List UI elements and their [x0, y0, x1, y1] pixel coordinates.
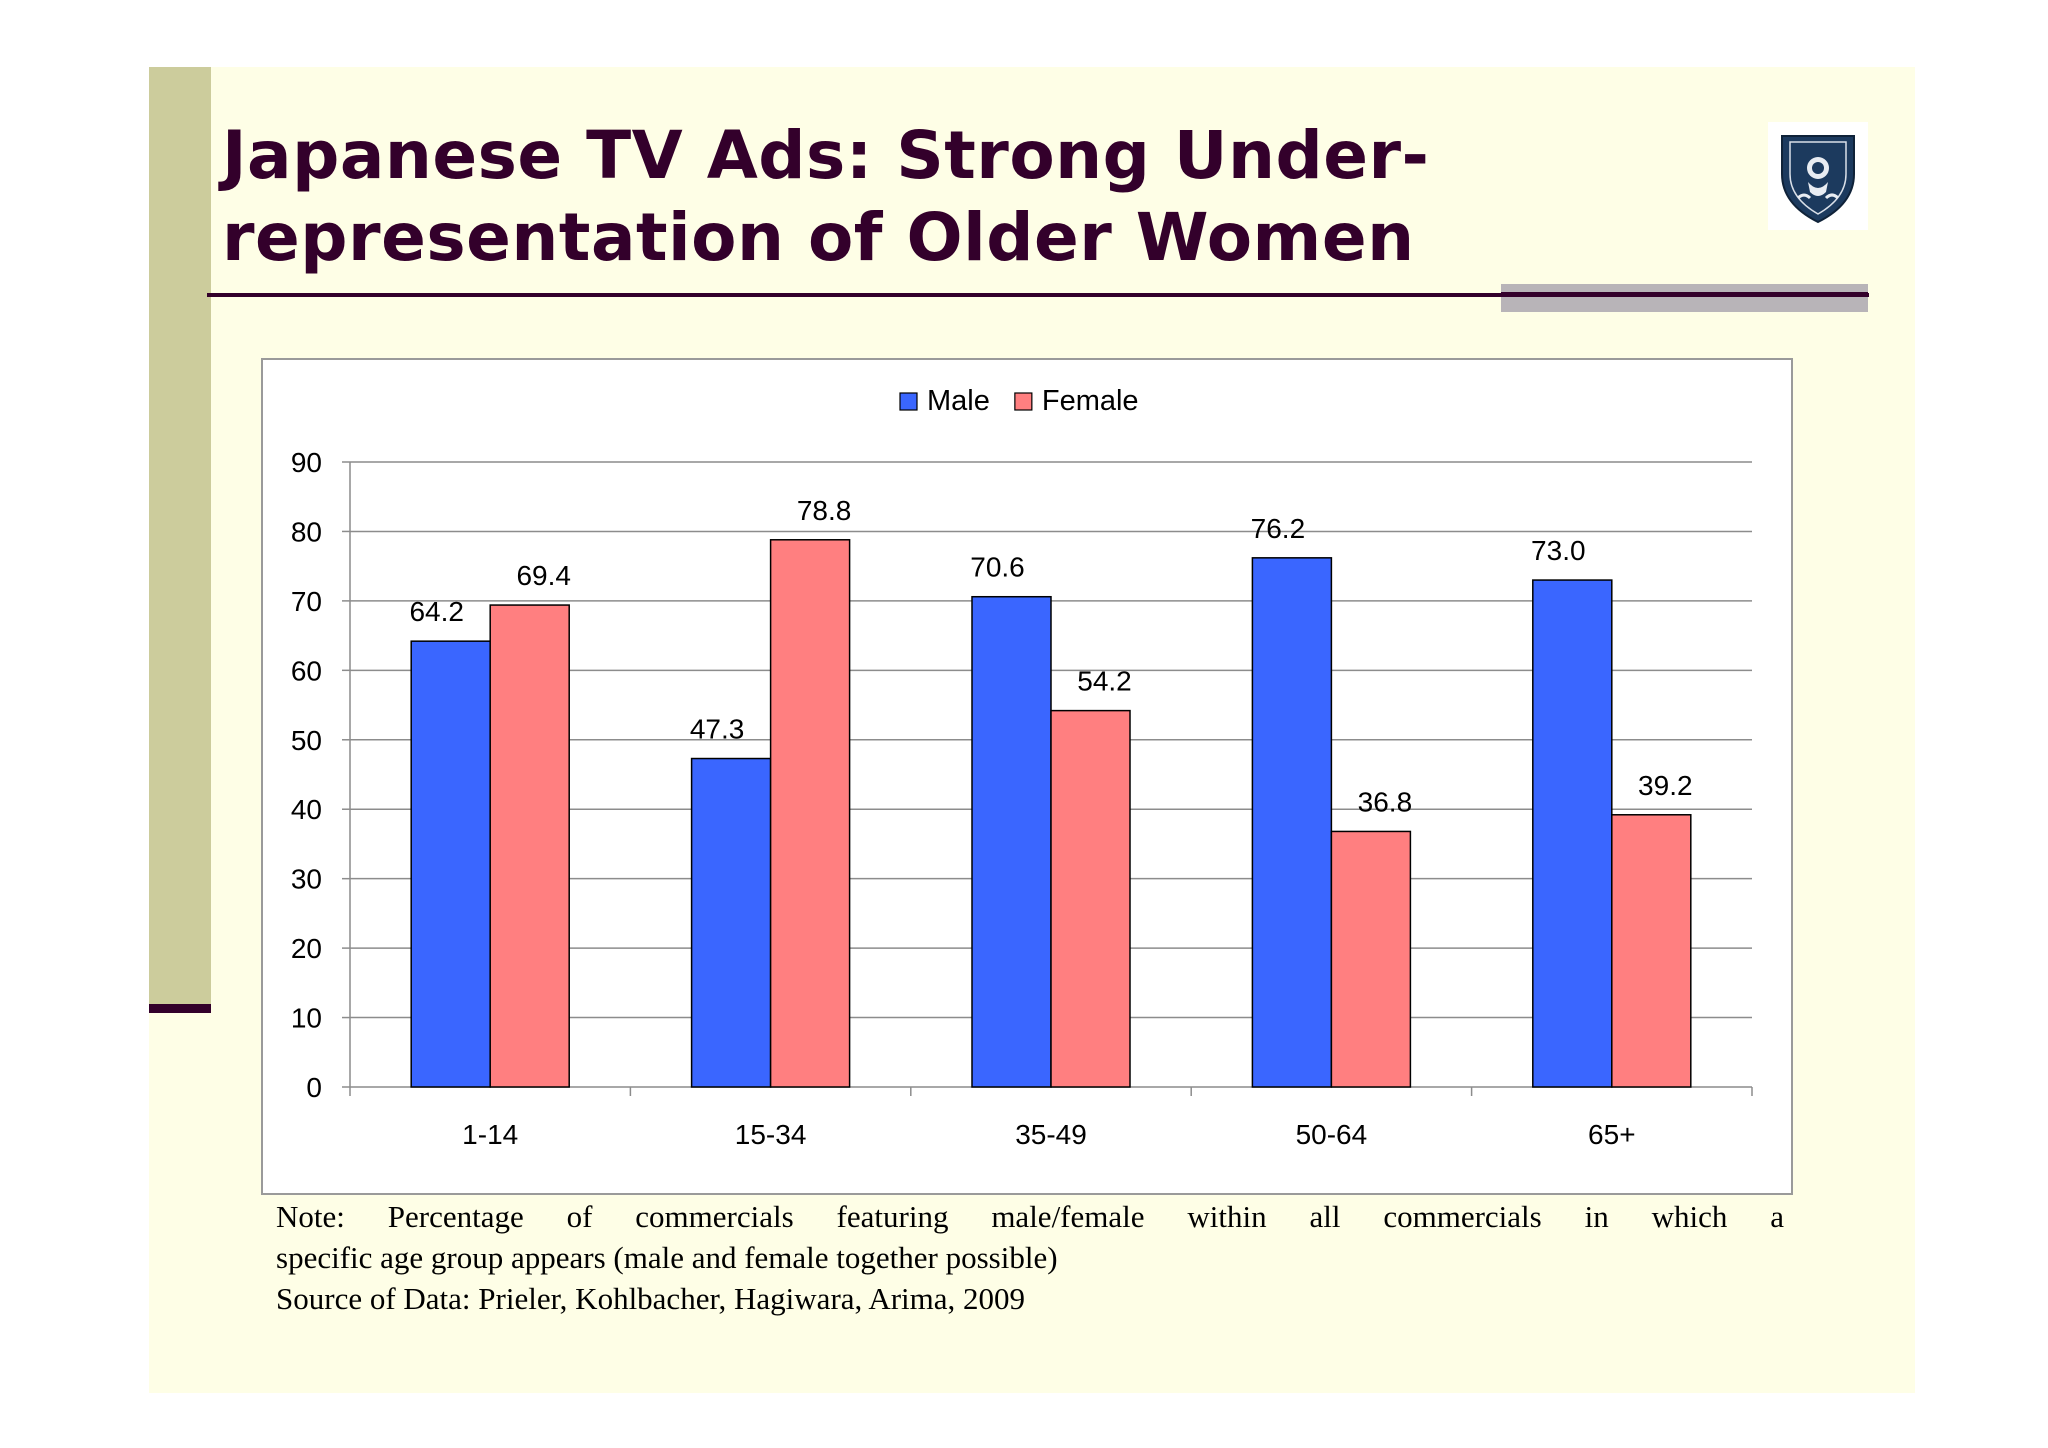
data-label-male: 70.6 [970, 552, 1025, 583]
x-tick-label: 65+ [1588, 1119, 1636, 1150]
y-tick-label: 40 [291, 794, 322, 825]
chart-frame: 0 10 20 30 40 50 60 70 80 90 1-14 64.2 69.4 15-34 47.3… [261, 358, 1793, 1195]
y-tick-label: 30 [291, 864, 322, 895]
y-tick-label: 90 [291, 447, 322, 478]
data-label-female: 78.8 [797, 495, 852, 526]
source-line: Source of Data: Prieler, Kohlbacher, Hag… [276, 1281, 1026, 1316]
title-underline-accent-line [1501, 292, 1868, 297]
data-label-female: 54.2 [1077, 666, 1132, 697]
x-tick-label: 15-34 [735, 1119, 807, 1150]
data-label-male: 73.0 [1531, 535, 1586, 566]
bar-male [410, 640, 491, 1088]
y-tick-label: 80 [291, 516, 322, 547]
y-tick-label: 0 [306, 1072, 322, 1103]
y-tick-label: 70 [291, 586, 322, 617]
sidebar-marker [149, 1004, 211, 1013]
bar-female [1330, 830, 1412, 1088]
bar-female [769, 539, 851, 1088]
bar-male [1251, 557, 1333, 1088]
title-line-1: Japanese TV Ads: Strong Under- [222, 117, 1430, 194]
data-label-female: 69.4 [516, 560, 571, 591]
bar-chart: 0 10 20 30 40 50 60 70 80 90 1-14 64.2 69.4 15-34 47.3… [291, 385, 1753, 1150]
chart-note: Note: Percentage of commercials featurin… [276, 1196, 1784, 1319]
x-tick-label: 35-49 [1015, 1119, 1087, 1150]
bar-female [1611, 814, 1692, 1088]
data-label-male: 76.2 [1251, 513, 1306, 544]
title-underline [207, 293, 1869, 297]
sidebar-accent [149, 67, 211, 1006]
x-tick-label: 1-14 [462, 1119, 518, 1150]
bar-female [489, 604, 570, 1088]
note-line-1: Note: Percentage of commercials featurin… [276, 1199, 1784, 1234]
title-line-2: representation of Older Women [222, 199, 1415, 276]
data-label-male: 47.3 [690, 714, 745, 745]
bar-male [971, 595, 1052, 1088]
title-underline-accent [1501, 284, 1868, 312]
legend-label-female: Female [1042, 385, 1139, 417]
y-tick-label: 60 [291, 655, 322, 686]
shield-crest-icon [1768, 122, 1868, 230]
data-label-female: 39.2 [1638, 770, 1693, 801]
bar-female [1050, 709, 1131, 1088]
y-tick-label: 10 [291, 1003, 322, 1034]
legend-swatch-male [899, 392, 918, 411]
slide-title: Japanese TV Ads: Strong Under- represent… [222, 115, 1722, 279]
data-label-female: 36.8 [1358, 786, 1413, 817]
data-label-male: 64.2 [409, 596, 464, 627]
x-tick-label: 50-64 [1296, 1119, 1368, 1150]
y-tick-label: 20 [291, 933, 322, 964]
note-line-2: specific age group appears (male and fem… [276, 1240, 1058, 1275]
bar-male [690, 757, 772, 1088]
legend-label-male: Male [927, 385, 990, 417]
legend-swatch-female [1014, 392, 1033, 411]
bar-male [1532, 579, 1613, 1088]
y-tick-label: 50 [291, 725, 322, 756]
